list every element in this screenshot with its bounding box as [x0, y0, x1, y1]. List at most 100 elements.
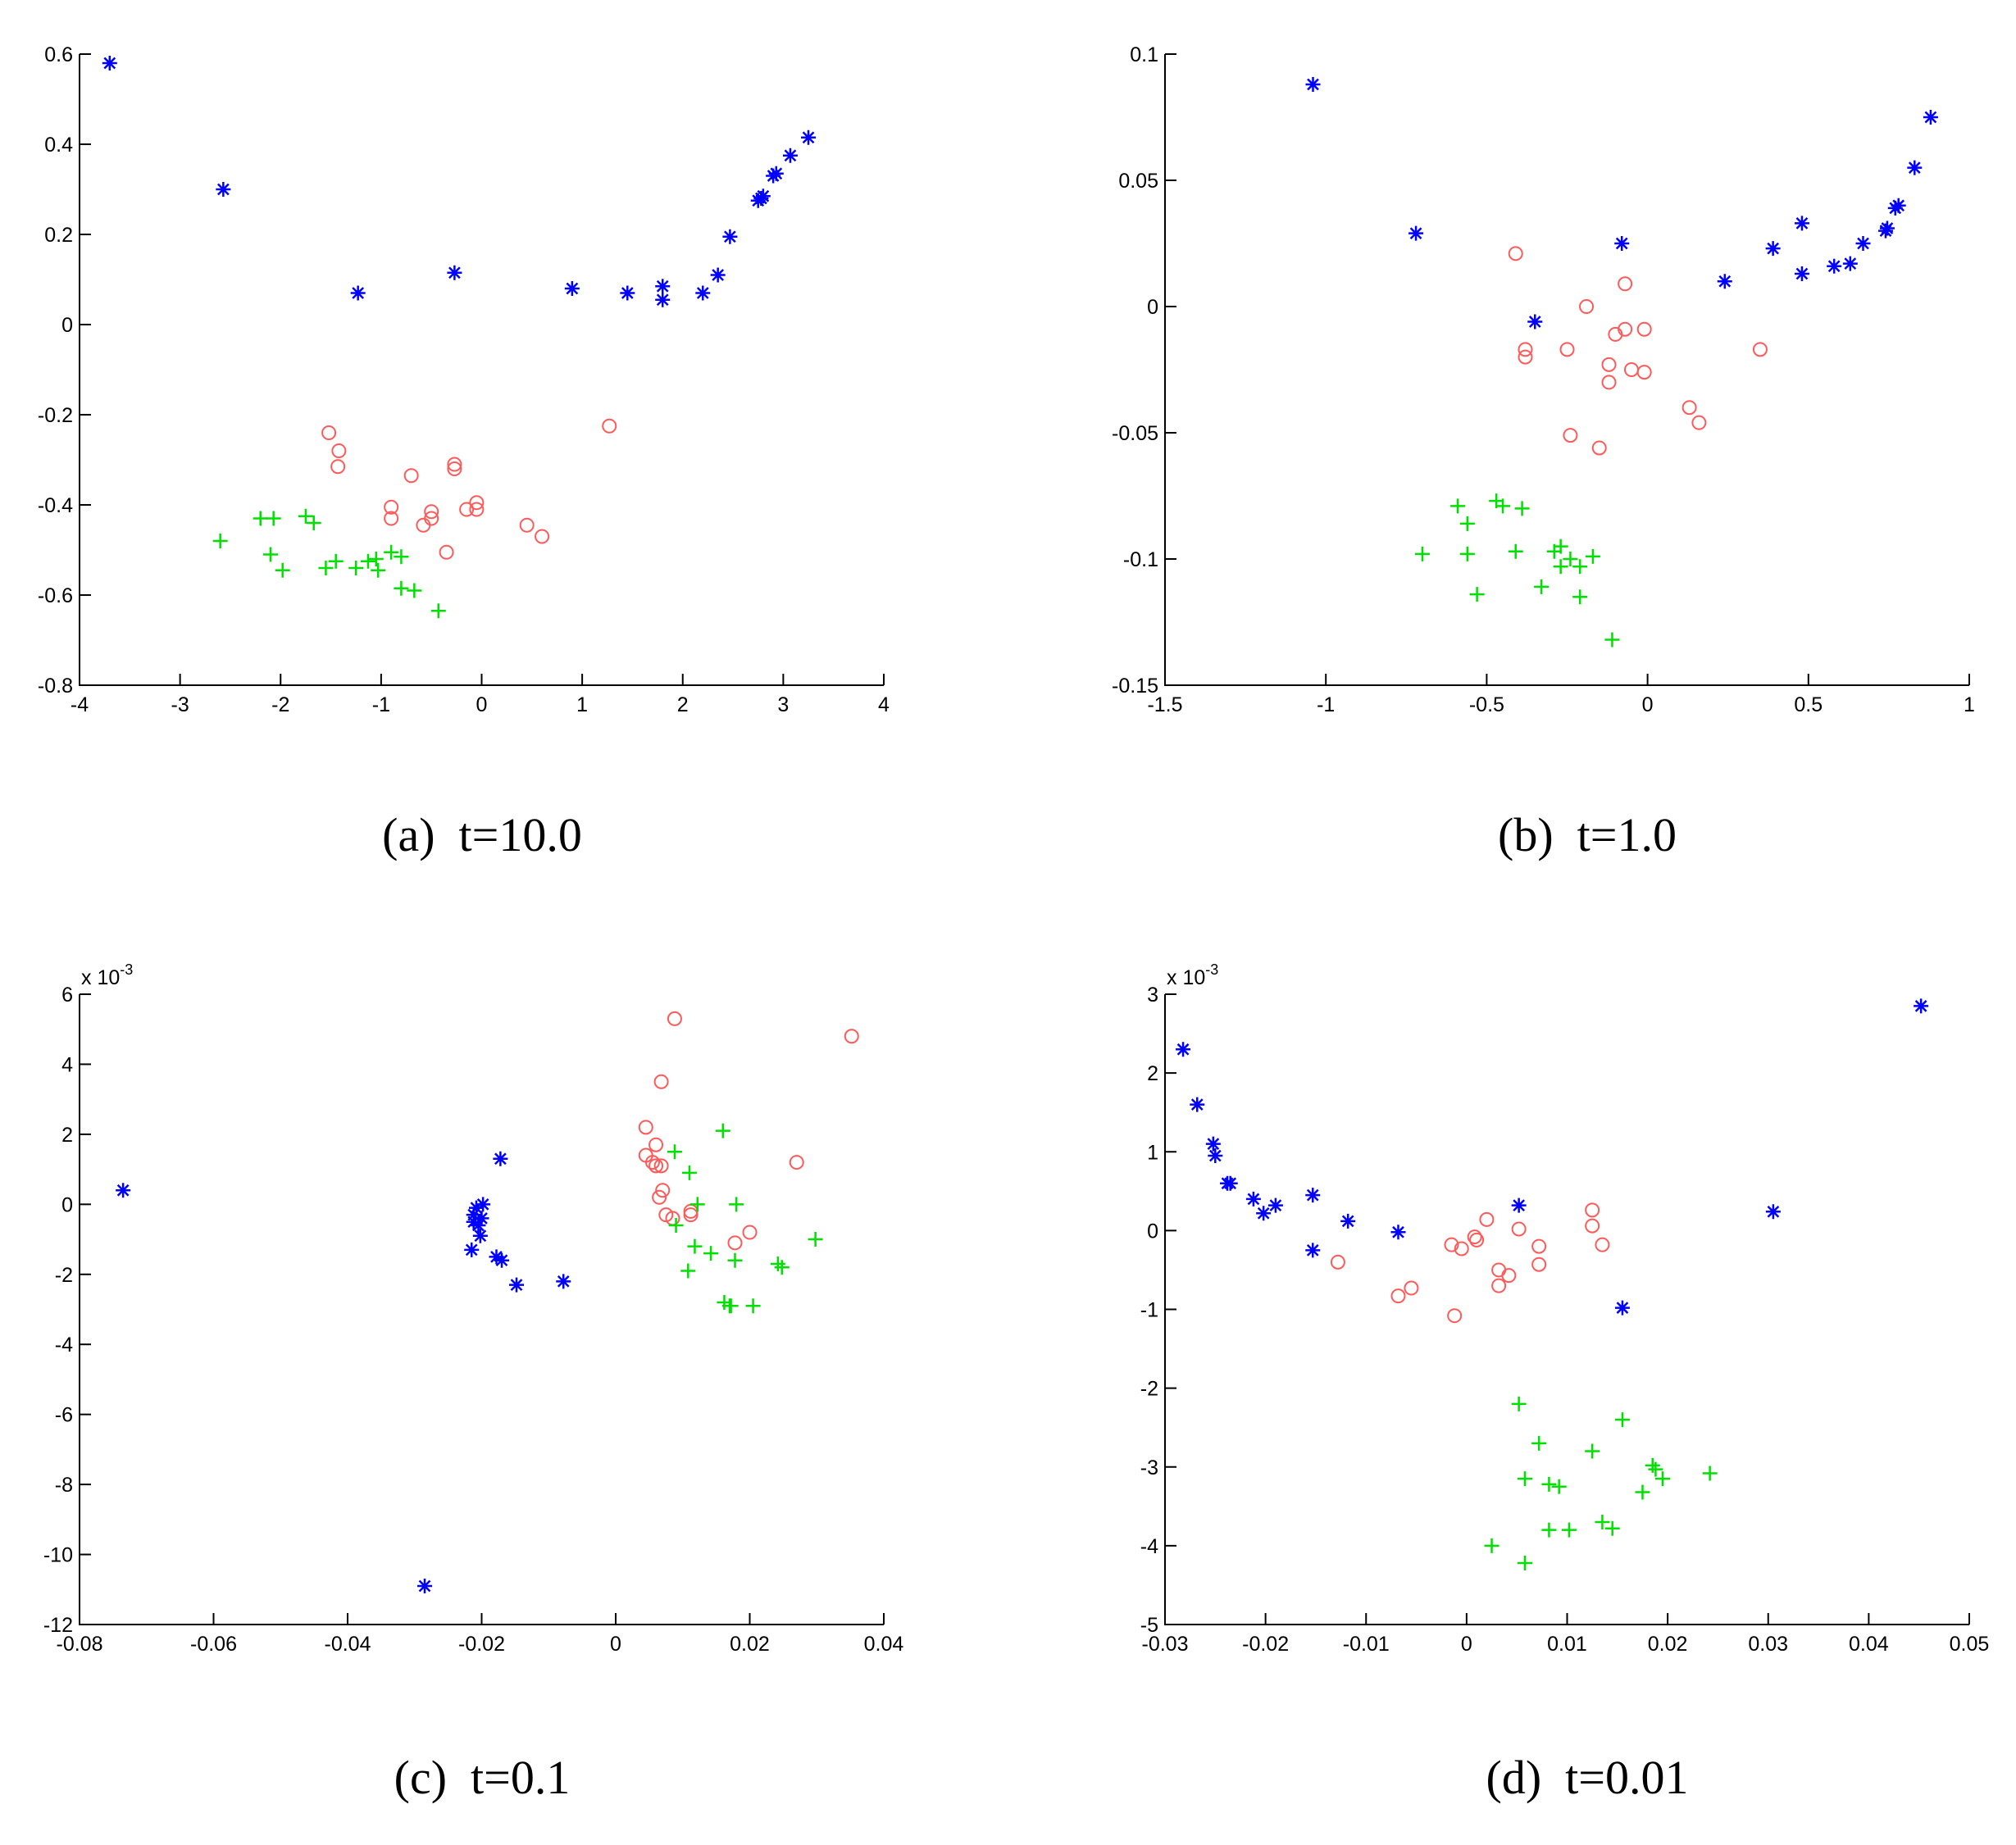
- x-tick-label: -4: [71, 693, 89, 716]
- data-point-plus: [212, 534, 228, 548]
- data-point-plus: [668, 1217, 684, 1233]
- data-point-circle: [1579, 299, 1595, 314]
- data-point-plus: [1572, 589, 1588, 605]
- data-point-star: [1208, 1148, 1223, 1164]
- data-point-star: [1305, 1243, 1321, 1258]
- data-point-plus: [1541, 1522, 1557, 1538]
- data-point-circle: [1591, 440, 1607, 456]
- data-point-star: [1914, 998, 1929, 1014]
- exponent-base: x 10: [1167, 966, 1205, 989]
- data-point-plus: [1531, 1435, 1547, 1451]
- data-point-plus: [680, 1263, 696, 1279]
- y-tick-label: -8: [55, 1474, 73, 1497]
- data-point-star: [1305, 1188, 1321, 1203]
- data-point-circle: [1404, 1280, 1419, 1296]
- data-point-circle: [535, 529, 550, 544]
- data-point-circle: [1447, 1308, 1463, 1324]
- data-point-circle: [424, 504, 439, 520]
- data-point-star: [556, 1274, 571, 1289]
- x-tick-label: 0: [476, 693, 488, 716]
- panel-d: -0.03 -0.02 -0.01 0 0.01 0.02 0.03 0.04 0.05 3 2 1 0…: [1140, 961, 1990, 1804]
- data-point-star: [417, 1579, 433, 1594]
- data-point-circle: [1618, 276, 1633, 292]
- data-point-circle: [602, 418, 617, 434]
- data-point-circle: [1491, 1278, 1507, 1293]
- x-tick-label: -0.06: [190, 1633, 237, 1656]
- data-point-circle: [742, 1225, 758, 1240]
- data-point-plus: [1563, 552, 1578, 566]
- data-point-circle: [459, 502, 475, 517]
- data-point-star: [801, 130, 817, 145]
- data-point-circle: [447, 457, 462, 472]
- data-point-star: [1176, 1042, 1191, 1057]
- data-point-circle: [469, 495, 485, 511]
- data-point-plus: [275, 562, 290, 578]
- y-tick-label: -0.2: [38, 404, 73, 427]
- data-point-circle: [321, 425, 337, 440]
- data-point-plus: [368, 552, 384, 566]
- x-tick-label: 0: [1461, 1633, 1472, 1656]
- data-point-circle: [439, 544, 454, 560]
- x-tick-label: -3: [171, 693, 189, 716]
- data-point-plus: [318, 561, 334, 575]
- data-point-circle: [384, 499, 399, 515]
- y-tick-label: -0.6: [38, 584, 73, 607]
- y-tick-label: -0.05: [1112, 422, 1158, 445]
- data-point-circle: [1636, 365, 1652, 380]
- x-tick-label: -0.02: [458, 1633, 505, 1656]
- x-tick-label: 0.5: [1794, 693, 1823, 716]
- data-point-plus: [729, 1197, 744, 1212]
- exponent-power: -3: [1205, 961, 1218, 978]
- data-point-circle: [1330, 1254, 1345, 1270]
- data-point-circle: [1467, 1229, 1482, 1245]
- data-point-star: [1879, 220, 1895, 236]
- y-tick-label: -4: [1140, 1535, 1158, 1558]
- data-point-plus: [1511, 1396, 1527, 1411]
- data-point-circle: [667, 1011, 682, 1026]
- data-point-star: [782, 148, 798, 163]
- data-point-circle: [1479, 1211, 1495, 1227]
- y-tick-label: 0.6: [44, 43, 73, 66]
- data-point-plus: [681, 1165, 697, 1180]
- series-plus: [667, 1123, 823, 1314]
- data-point-plus: [253, 511, 268, 526]
- x-tick-label: -1: [1317, 693, 1335, 716]
- data-point-star: [476, 1197, 491, 1212]
- data-point-plus: [298, 508, 313, 524]
- data-point-star: [1222, 1175, 1238, 1191]
- y-tick-label: 2: [1147, 1062, 1158, 1085]
- data-point-plus: [1414, 546, 1430, 561]
- data-point-star: [1527, 314, 1543, 329]
- y-tick-label: -0.1: [1123, 548, 1158, 571]
- y-tick-label: -6: [55, 1404, 73, 1427]
- data-point-plus: [1484, 1538, 1499, 1553]
- data-point-plus: [1518, 1556, 1532, 1571]
- data-point-plus: [1553, 539, 1568, 554]
- data-point-star: [1614, 236, 1630, 251]
- x-tick-label: -0.08: [57, 1633, 103, 1656]
- data-point-circle: [447, 461, 462, 476]
- data-point-star: [695, 285, 711, 301]
- data-point-circle: [1559, 342, 1575, 357]
- data-point-circle: [1454, 1241, 1469, 1257]
- y-tick-label: -0.15: [1112, 675, 1158, 698]
- data-point-star: [1256, 1206, 1272, 1221]
- data-point-circle: [1585, 1218, 1600, 1234]
- data-point-plus: [1518, 1471, 1532, 1487]
- y-tick-label: -10: [43, 1544, 73, 1567]
- data-point-star: [447, 265, 462, 280]
- x-tick-label: -0.03: [1142, 1633, 1189, 1656]
- data-point-circle: [331, 443, 347, 458]
- data-point-plus: [687, 1238, 703, 1254]
- y-exponent-label: x 10-3: [1167, 961, 1218, 989]
- data-point-circle: [789, 1155, 804, 1170]
- data-point-star: [471, 1217, 486, 1233]
- y-tick-label: 1: [1147, 1141, 1158, 1164]
- data-point-plus: [1572, 559, 1588, 575]
- data-point-plus: [689, 1197, 705, 1212]
- data-point-star: [710, 267, 726, 283]
- data-point-star: [474, 1211, 489, 1226]
- data-point-circle: [653, 1158, 669, 1174]
- data-point-star: [1842, 256, 1858, 271]
- data-point-plus: [667, 1144, 682, 1160]
